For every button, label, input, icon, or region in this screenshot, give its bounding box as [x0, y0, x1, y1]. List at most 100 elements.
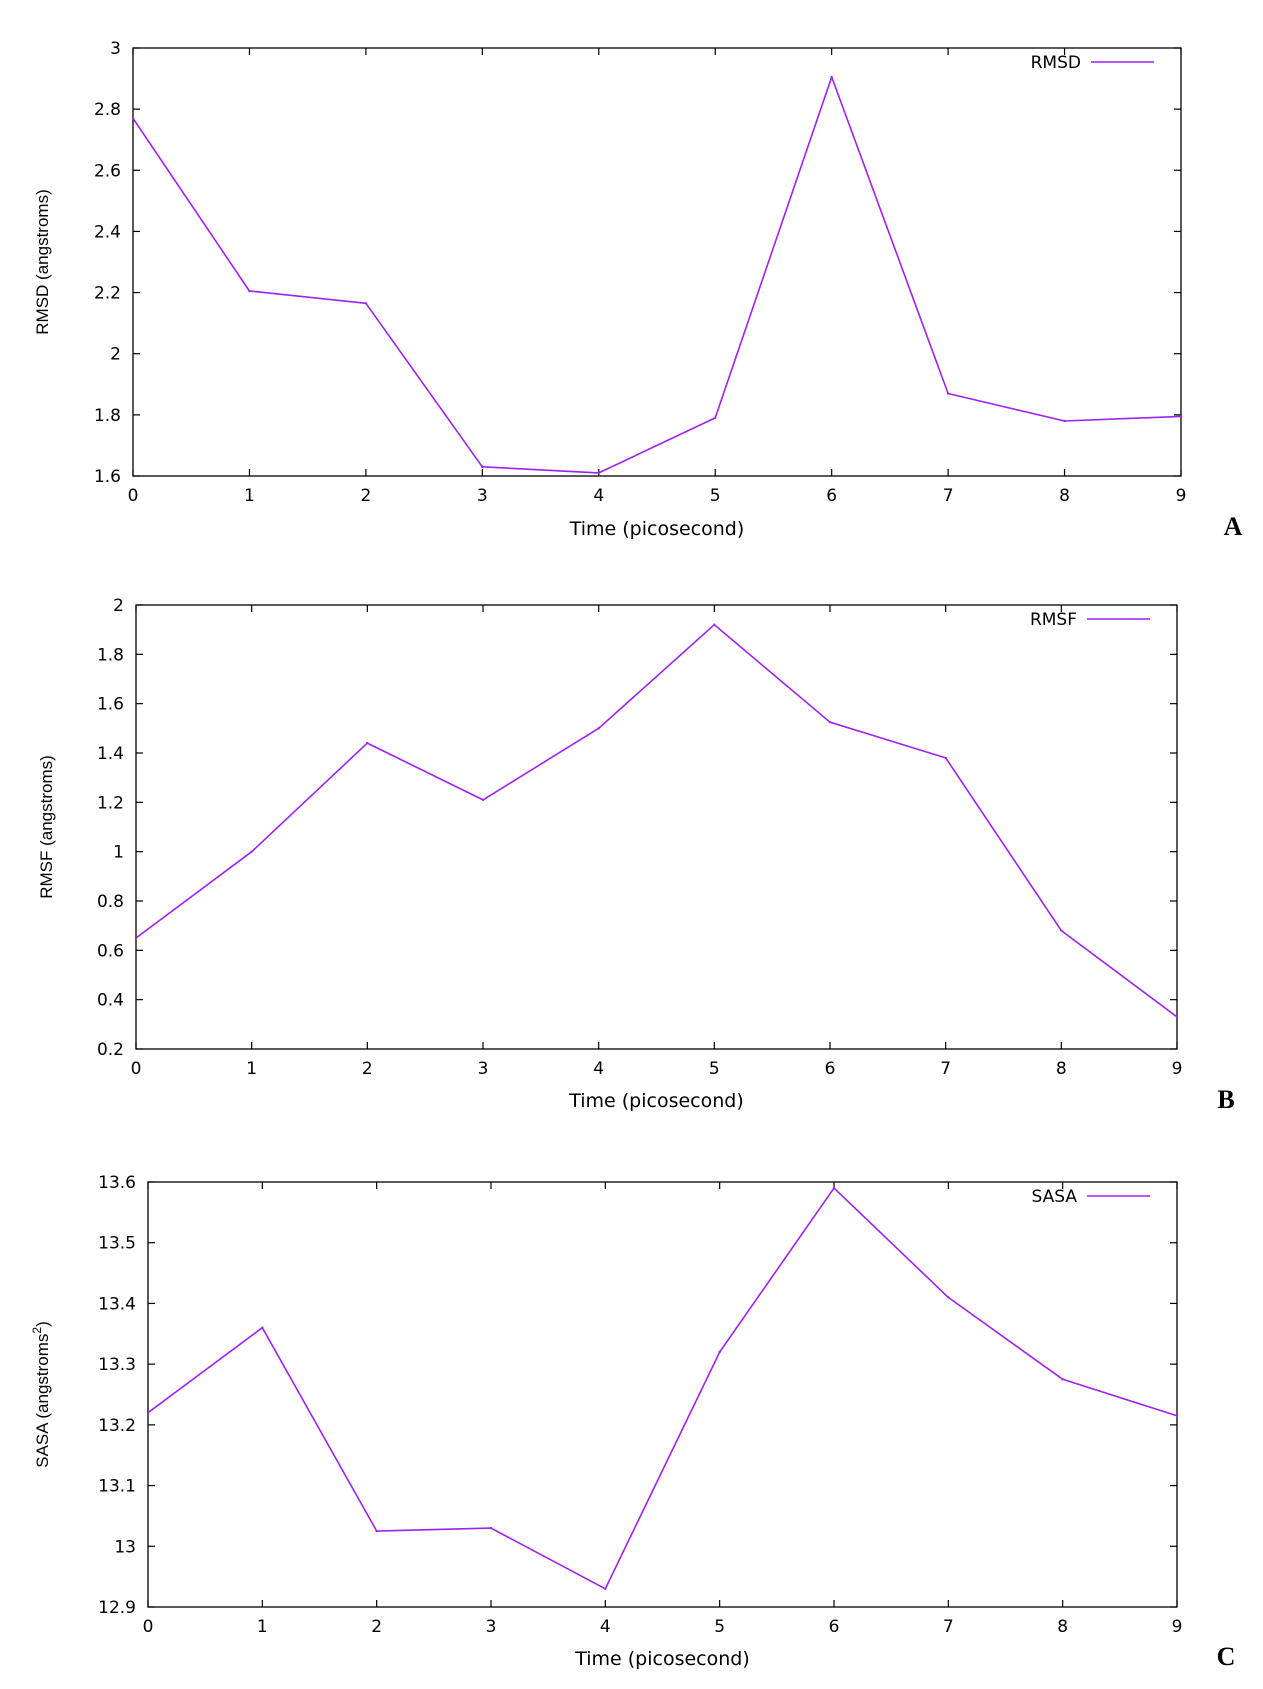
x-tick-label: 9 — [1172, 1617, 1183, 1637]
data-point — [146, 1411, 150, 1414]
data-point — [718, 1350, 721, 1354]
x-tick-label: 8 — [1056, 1059, 1067, 1079]
y-axis-label-text: SASA (angstroms — [33, 1334, 52, 1468]
data-point — [597, 471, 600, 475]
x-tick-label: 8 — [1059, 486, 1070, 506]
x-tick-label: 4 — [593, 1059, 604, 1079]
y-axis-label-text: RMSF (angstroms) — [37, 755, 56, 899]
plot-frame — [132, 47, 1182, 477]
data-point — [375, 1529, 378, 1533]
data-point — [489, 1526, 493, 1530]
data-point — [1175, 1414, 1179, 1417]
x-axis-label: Time (picosecond) — [574, 1648, 750, 1670]
x-tick-label: 6 — [826, 486, 837, 506]
plot-frame — [147, 1181, 1178, 1608]
y-axis-label: SASA (angstroms2) — [30, 1321, 52, 1468]
x-tick-label: 3 — [477, 486, 488, 506]
legend: SASA — [1032, 1187, 1150, 1207]
x-tick-label: 0 — [128, 486, 139, 506]
y-tick-label: 2.2 — [94, 284, 121, 304]
x-tick-label: 6 — [825, 1059, 836, 1079]
x-tick-label: 2 — [371, 1617, 382, 1637]
x-tick-label: 5 — [709, 1059, 720, 1079]
y-tick-label: 0.2 — [97, 1040, 124, 1060]
data-point — [597, 727, 600, 730]
data-point — [1063, 419, 1066, 423]
y-tick-label: 13 — [114, 1537, 136, 1557]
data-point — [713, 623, 716, 626]
legend: RMSD — [1031, 53, 1154, 73]
y-tick-label: 1.6 — [97, 695, 124, 715]
y-axis-label: RMSD (angstroms) — [33, 189, 52, 334]
x-tick-label: 3 — [478, 1059, 489, 1079]
data-point — [481, 798, 485, 802]
data-point — [261, 1326, 264, 1329]
data-point — [714, 416, 717, 420]
data-point — [366, 741, 369, 745]
data-point — [946, 392, 950, 395]
data-point — [830, 75, 833, 79]
x-tick-label: 0 — [131, 1059, 142, 1079]
x-tick-label: 6 — [829, 1617, 840, 1637]
series-line-rmsf — [135, 623, 1178, 1018]
y-tick-label: 12.9 — [98, 1598, 136, 1618]
y-axis-label: RMSF (angstroms) — [37, 755, 56, 899]
y-tick-label: 13.1 — [98, 1477, 136, 1497]
y-axis-label-text: RMSD (angstroms) — [33, 189, 52, 334]
x-tick-label: 8 — [1057, 1617, 1068, 1637]
y-axis-label-tail: ) — [33, 1321, 52, 1327]
x-tick-label: 2 — [362, 1059, 373, 1079]
data-point — [364, 302, 368, 305]
x-tick-label: 1 — [257, 1617, 268, 1637]
plot-frame — [135, 604, 1178, 1050]
y-axis-label-superscript: 2 — [30, 1327, 44, 1334]
panel-label: A — [1224, 512, 1243, 541]
y-tick-label: 2.8 — [94, 100, 121, 120]
x-axis-label: Time (picosecond) — [569, 518, 745, 540]
y-tick-label: 1.6 — [94, 467, 121, 487]
x-tick-label: 3 — [486, 1617, 497, 1637]
y-tick-label: 13.6 — [98, 1173, 136, 1193]
x-tick-label: 4 — [600, 1617, 611, 1637]
data-point — [604, 1587, 607, 1590]
y-tick-label: 0.6 — [97, 941, 124, 961]
y-tick-label: 3 — [110, 39, 121, 59]
x-tick-label: 0 — [143, 1617, 154, 1637]
x-tick-label: 5 — [710, 486, 721, 506]
x-tick-label: 9 — [1176, 486, 1187, 506]
y-tick-label: 1.2 — [97, 793, 124, 813]
data-point — [134, 936, 138, 940]
legend-label: SASA — [1032, 1187, 1078, 1207]
x-tick-label: 4 — [593, 486, 604, 506]
x-tick-label: 7 — [943, 486, 954, 506]
y-tick-label: 1.8 — [97, 645, 124, 665]
y-tick-label: 2 — [113, 596, 124, 616]
data-point — [248, 289, 251, 293]
data-point — [832, 1186, 836, 1190]
y-tick-label: 0.4 — [97, 991, 124, 1011]
data-point — [481, 465, 484, 469]
data-point — [1061, 1378, 1064, 1381]
y-tick-label: 2 — [110, 345, 121, 365]
panel-label: B — [1217, 1085, 1234, 1114]
chart-panel-b: 0 1 2 3 4 5 6 7 8 9 0.2 0.4 0.6 0.8 1 1.2 1.4 1.6 1.8 2 Time… — [37, 596, 1235, 1114]
y-tick-label: 2.4 — [94, 222, 121, 242]
y-tick-label: 1.8 — [94, 406, 121, 426]
data-point — [131, 117, 135, 120]
data-point — [828, 720, 832, 724]
x-tick-label: 1 — [246, 1059, 257, 1079]
legend-label: RMSD — [1031, 53, 1081, 73]
data-point — [944, 756, 947, 760]
x-tick-label: 7 — [940, 1059, 951, 1079]
x-tick-label: 7 — [943, 1617, 954, 1637]
data-point — [1060, 929, 1063, 932]
y-tick-label: 2.6 — [94, 161, 121, 181]
x-tick-label: 1 — [244, 486, 255, 506]
y-tick-label: 13.2 — [98, 1416, 136, 1436]
data-point — [1179, 415, 1183, 418]
data-point — [1175, 1015, 1179, 1019]
series-line-rmsd — [132, 76, 1182, 474]
data-point — [250, 850, 253, 853]
chart-panel-a: 0 1 2 3 4 5 6 7 8 9 1.6 1.8 2 2.2 2.4 2.6 2.8 3 Time (pico… — [33, 39, 1243, 541]
